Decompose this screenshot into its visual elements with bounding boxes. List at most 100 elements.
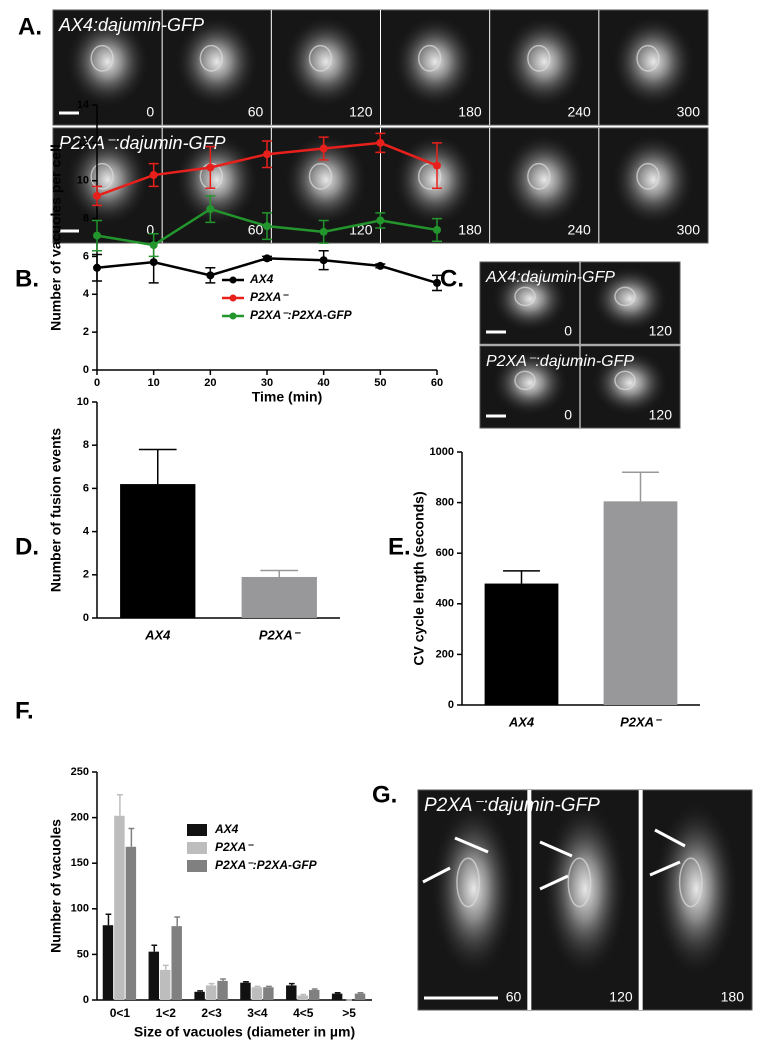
time-label: 0 <box>564 407 572 423</box>
bar <box>603 501 678 705</box>
error-bar <box>334 991 341 994</box>
data-point <box>433 161 441 170</box>
time-label: 180 <box>721 989 745 1005</box>
error-bar <box>220 978 226 981</box>
cell-image <box>175 15 259 108</box>
vacuole <box>90 162 114 190</box>
y-axis-label: Number of vacuoles per cell <box>48 144 64 331</box>
arrow <box>454 836 489 854</box>
vacuole <box>308 162 333 190</box>
vacuole <box>636 44 660 72</box>
y-tick-label: 200 <box>436 648 454 660</box>
y-tick-label: 14 <box>77 99 90 111</box>
bar <box>241 576 317 618</box>
x-tick-label: 10 <box>148 377 160 389</box>
data-point <box>93 191 101 200</box>
bar <box>354 993 366 1000</box>
y-tick-label: 200 <box>71 812 89 824</box>
data-point <box>433 278 441 287</box>
y-tick-label: 10 <box>77 396 89 408</box>
y-tick-label: 400 <box>436 598 454 610</box>
vacuole <box>636 162 660 190</box>
data-point <box>376 216 385 225</box>
cell-image <box>66 15 150 108</box>
bar <box>308 989 320 1000</box>
time-label: 240 <box>567 104 591 120</box>
error-bar <box>288 982 295 986</box>
cell-image <box>654 801 739 977</box>
cell-image <box>175 133 259 226</box>
y-tick-label: 4 <box>83 288 90 300</box>
data-point <box>376 261 385 270</box>
cell-image <box>492 266 568 332</box>
y-tick-label: 2 <box>83 326 89 338</box>
data-point <box>149 241 158 250</box>
vacuole <box>514 286 536 307</box>
bar <box>263 987 274 1000</box>
x-tick-label: 1<2 <box>156 1006 177 1020</box>
legend-swatch <box>187 824 207 836</box>
error-bar <box>162 964 169 970</box>
x-tick-label: P2XA⁻ <box>620 714 663 729</box>
cell-image <box>284 133 368 226</box>
x-tick-label: 4<5 <box>293 1006 314 1020</box>
time-label: 120 <box>649 407 673 423</box>
time-label: 60 <box>248 222 264 238</box>
data-point <box>433 225 441 234</box>
legend-label: P2XA⁻:P2XA-GFP <box>250 308 353 322</box>
arrow <box>654 828 686 848</box>
error-bar <box>357 991 364 994</box>
y-axis-label: Number of fusion events <box>48 428 64 592</box>
y-tick-label: 0 <box>83 612 89 624</box>
bar <box>240 982 251 1000</box>
y-tick-label: 4 <box>83 526 90 538</box>
x-axis-label: Size of vacuoles (diameter in µm) <box>134 1024 355 1040</box>
time-label: 120 <box>349 104 373 120</box>
y-tick-label: 6 <box>83 482 89 494</box>
x-tick-label: 30 <box>261 377 273 389</box>
y-tick-label: 8 <box>83 212 89 224</box>
x-tick-label: >5 <box>342 1006 356 1020</box>
panel-label: B. <box>15 265 39 292</box>
data-point <box>376 138 385 147</box>
bar <box>102 925 114 1000</box>
arrow <box>649 860 681 877</box>
image-caption: P2XA⁻:dajumin-GFP <box>424 795 600 816</box>
error-bar <box>174 916 181 927</box>
panel-label: D. <box>15 533 39 560</box>
bar <box>297 995 308 1000</box>
data-point <box>93 263 101 272</box>
cell-image <box>611 133 695 226</box>
cell-image <box>66 133 150 226</box>
vacuole <box>417 44 442 72</box>
y-tick-label: 0 <box>83 364 89 376</box>
y-tick-label: 800 <box>436 497 454 509</box>
y-tick-label: 250 <box>71 766 89 778</box>
cell-image <box>393 133 477 226</box>
vacuole <box>678 857 703 908</box>
error-bar <box>266 985 272 988</box>
x-tick-label: AX4 <box>508 714 535 729</box>
image-caption: P2XA⁻:dajumin-GFP <box>59 133 226 153</box>
time-label: 0 <box>146 222 154 238</box>
vacuole <box>567 857 592 908</box>
error-bar <box>503 570 540 584</box>
y-axis-label: Number of vacuoles <box>48 819 64 953</box>
bar <box>331 993 343 1000</box>
x-tick-label: 20 <box>204 377 216 389</box>
time-label: 60 <box>248 104 264 120</box>
data-point <box>149 258 158 267</box>
cell-image <box>393 15 477 108</box>
cell-image <box>542 801 628 977</box>
panel-label: A. <box>18 13 42 40</box>
time-label: 0 <box>564 323 572 339</box>
data-point <box>319 227 328 236</box>
bar <box>205 985 217 1000</box>
error-bar <box>622 471 659 502</box>
time-label: 240 <box>567 222 591 238</box>
panel-label: C. <box>440 265 464 292</box>
error-bar <box>243 981 249 983</box>
data-point <box>206 205 215 214</box>
x-tick-label: 0<1 <box>110 1006 131 1020</box>
y-tick-label: 6 <box>83 250 89 262</box>
